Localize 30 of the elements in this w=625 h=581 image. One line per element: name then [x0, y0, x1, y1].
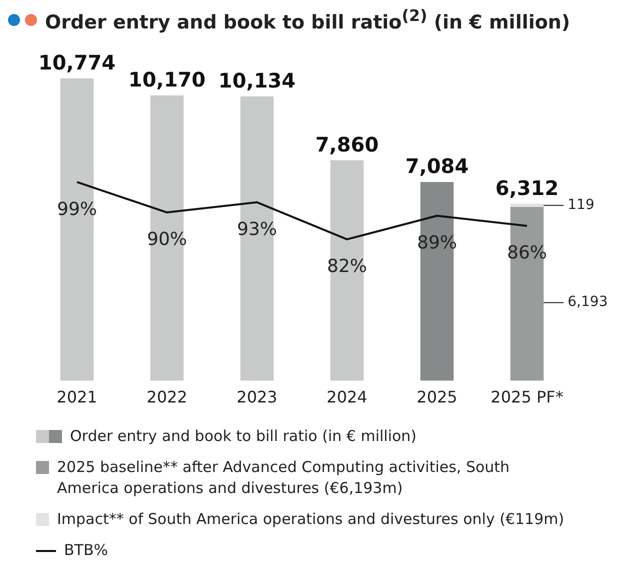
- x-tick-label: 2025: [416, 388, 458, 407]
- x-tick-label: 2023: [236, 388, 278, 407]
- bar: [240, 96, 274, 381]
- total-label: 10,774: [38, 50, 116, 75]
- total-label: 10,170: [128, 68, 206, 92]
- data-label: 6,193: [568, 294, 608, 310]
- bar: [510, 206, 544, 381]
- total-label: 7,084: [405, 154, 469, 178]
- x-tick-label: 2025 PF*: [490, 388, 564, 407]
- legend-label: Impact** of South America operations and divestures only (€119m): [57, 509, 564, 530]
- data-label: 90%: [146, 229, 188, 250]
- total-label: 6,312: [495, 176, 559, 200]
- chart-title: Order entry and book to bill ratio$^{(2)}$ (in € million): [45, 6, 570, 34]
- data-label: 119: [568, 196, 594, 213]
- bar: [420, 182, 454, 381]
- bar: [330, 160, 364, 381]
- legend-label: Order entry and book to bill ratio (in € million): [70, 426, 417, 447]
- data-label: 99%: [56, 198, 98, 220]
- total-label: 7,860: [315, 132, 379, 156]
- data-label: 82%: [326, 256, 368, 278]
- bar: [510, 204, 544, 207]
- x-tick-label: 2024: [326, 388, 368, 407]
- total-label: 10,134: [218, 68, 296, 93]
- legend-label: BTB%: [64, 540, 108, 561]
- bar: [150, 95, 184, 381]
- legend-label: 2025 baseline** after Advanced Computing activities, South America operations and divestures (€6,193m): [57, 457, 511, 499]
- x-tick-label: 2022: [146, 388, 188, 407]
- bar: [60, 78, 94, 381]
- x-tick-label: 2021: [56, 388, 98, 407]
- data-label: 93%: [236, 218, 278, 240]
